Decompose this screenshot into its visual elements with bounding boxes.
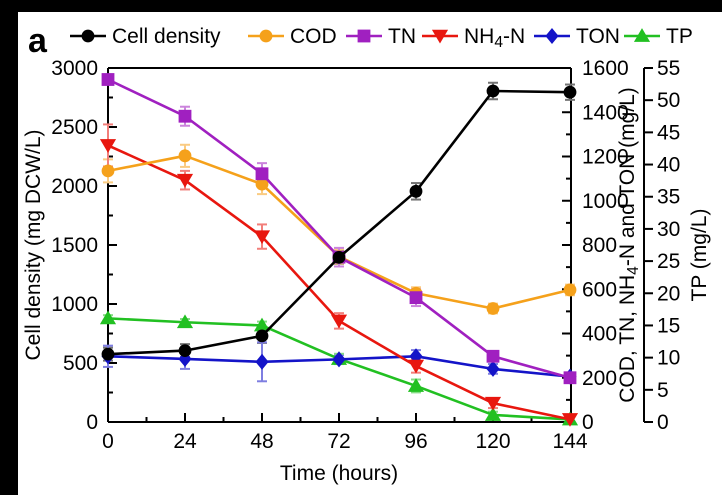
y-right2-axis-title: TP (mg/L) [688, 209, 711, 302]
data-point-cell-density [563, 85, 577, 99]
data-point-nh-n [484, 396, 502, 411]
legend-label-cod: COD [290, 25, 337, 48]
data-point-cell-density [255, 329, 269, 343]
series-cell-density [101, 84, 577, 361]
y-right2-tick-label: 55 [657, 57, 680, 80]
y-right1-tick-label: 200 [582, 367, 617, 390]
error-bar-group-cod [103, 143, 575, 315]
y-right2-tick-label: 35 [657, 186, 680, 209]
data-point-tn [563, 371, 577, 385]
error-bar-group-tn [103, 74, 575, 383]
data-point-nh-n [561, 413, 579, 427]
data-point-nh-n [253, 230, 271, 245]
y-right2-tick-label: 30 [657, 218, 680, 241]
y-right2-tick-label: 25 [657, 250, 680, 273]
x-tick-label: 72 [327, 430, 350, 453]
data-point-nh-n [99, 139, 117, 153]
y-left-tick-label: 1500 [51, 234, 98, 257]
y-right2-tick-label: 40 [657, 154, 680, 177]
x-axis-title: Time (hours) [280, 462, 398, 485]
y-right1-tick-label: 1000 [582, 190, 629, 213]
y-right1-tick-label: 1200 [582, 146, 629, 169]
legend-label-tp: TP [666, 25, 693, 48]
data-point-cell-density [101, 347, 115, 361]
y-left-tick-label: 1000 [51, 293, 98, 316]
y-right2-tick-label: 0 [657, 411, 669, 434]
data-point-tn [409, 291, 423, 305]
y-left-tick-label: 500 [63, 352, 98, 375]
x-tick-label: 120 [475, 430, 510, 453]
data-point-tp [176, 314, 194, 329]
y-right2-tick-label: 10 [657, 347, 680, 370]
data-point-ton [332, 351, 346, 368]
x-tick-label: 48 [250, 430, 273, 453]
x-tick-label: 24 [173, 430, 197, 453]
error-bar-group-nh-n [103, 123, 575, 423]
legend-marker-triangle-green [633, 28, 651, 42]
data-point-cell-density [178, 344, 192, 358]
series-line-cod [107, 154, 571, 310]
y-right2-tick-label: 45 [657, 121, 680, 144]
panel-letter-a: a [28, 22, 48, 60]
y-left-tick-label: 3000 [51, 57, 98, 80]
legend-label-tn: TN [388, 25, 416, 48]
data-point-tp [99, 310, 117, 325]
data-point-tp [407, 378, 425, 392]
legend-label-cell-density: Cell density [112, 25, 221, 48]
y-right2-tick-label: 5 [657, 379, 669, 402]
x-tick-label: 144 [552, 430, 587, 453]
legend-marker-circle-orange [259, 29, 273, 43]
y-right1-tick-label: 800 [582, 234, 617, 257]
data-point-cod [486, 302, 500, 315]
y-right2-tick-label: 50 [657, 89, 680, 112]
y-left-tick-label: 2500 [51, 116, 98, 139]
legend-label-nh-n: NH4-N [464, 25, 525, 51]
y-right1-tick-label: 0 [582, 411, 594, 434]
legend: Cell density COD TN NH4-N TON TP [70, 25, 693, 51]
series-line-nh-n [107, 144, 571, 421]
data-point-cell-density [486, 84, 500, 98]
series-tn [101, 73, 577, 385]
x-tick-label: 0 [102, 430, 114, 453]
y-right2-tick-label: 15 [657, 314, 680, 337]
series-line-tn [107, 78, 571, 380]
data-point-tp [484, 407, 502, 421]
figure-canvas: 0 24 48 72 96 120 144 0 500 1000 1500 2000 2500 3000 0… [18, 12, 722, 495]
data-point-cod [178, 149, 192, 163]
data-point-nh-n [330, 314, 348, 329]
data-point-nh-n [176, 173, 194, 188]
data-point-tn [255, 167, 269, 181]
data-point-tn [178, 109, 192, 123]
data-point-tn [101, 73, 115, 86]
data-point-nh-n [407, 359, 425, 374]
y-right1-axis-title: COD, TN, NH4-N and TON (mg/L) [616, 87, 642, 403]
data-point-cod [101, 164, 115, 178]
data-point-cell-density [332, 250, 346, 264]
data-point-cell-density [409, 184, 423, 198]
data-point-cod [563, 283, 577, 297]
data-point-ton [255, 353, 269, 370]
y-right2-tick-label: 20 [657, 282, 680, 305]
y-right1-tick-label: 600 [582, 278, 617, 301]
legend-marker-triangle-red [431, 29, 449, 44]
data-point-ton [486, 360, 500, 377]
y-right1-tick-label: 1600 [582, 57, 629, 80]
y-right1-tick-label: 1400 [582, 101, 629, 124]
y-left-axis-title: Cell density (mg DCW/L) [22, 129, 45, 360]
series-ton [101, 348, 577, 385]
y-left-tick-label: 2000 [51, 175, 98, 198]
data-point-tn [486, 349, 500, 363]
x-tick-label: 96 [404, 430, 427, 453]
legend-marker-circle-black [81, 29, 95, 43]
legend-marker-diamond-blue [545, 28, 559, 44]
legend-label-ton: TON [576, 25, 620, 48]
y-right1-tick-label: 400 [582, 323, 617, 346]
y-left-tick-label: 0 [86, 411, 98, 434]
series-nh-n [99, 139, 579, 427]
legend-marker-square-purple [357, 29, 371, 43]
chart-svg: 0 24 48 72 96 120 1440500100015002000250030000… [22, 22, 711, 485]
